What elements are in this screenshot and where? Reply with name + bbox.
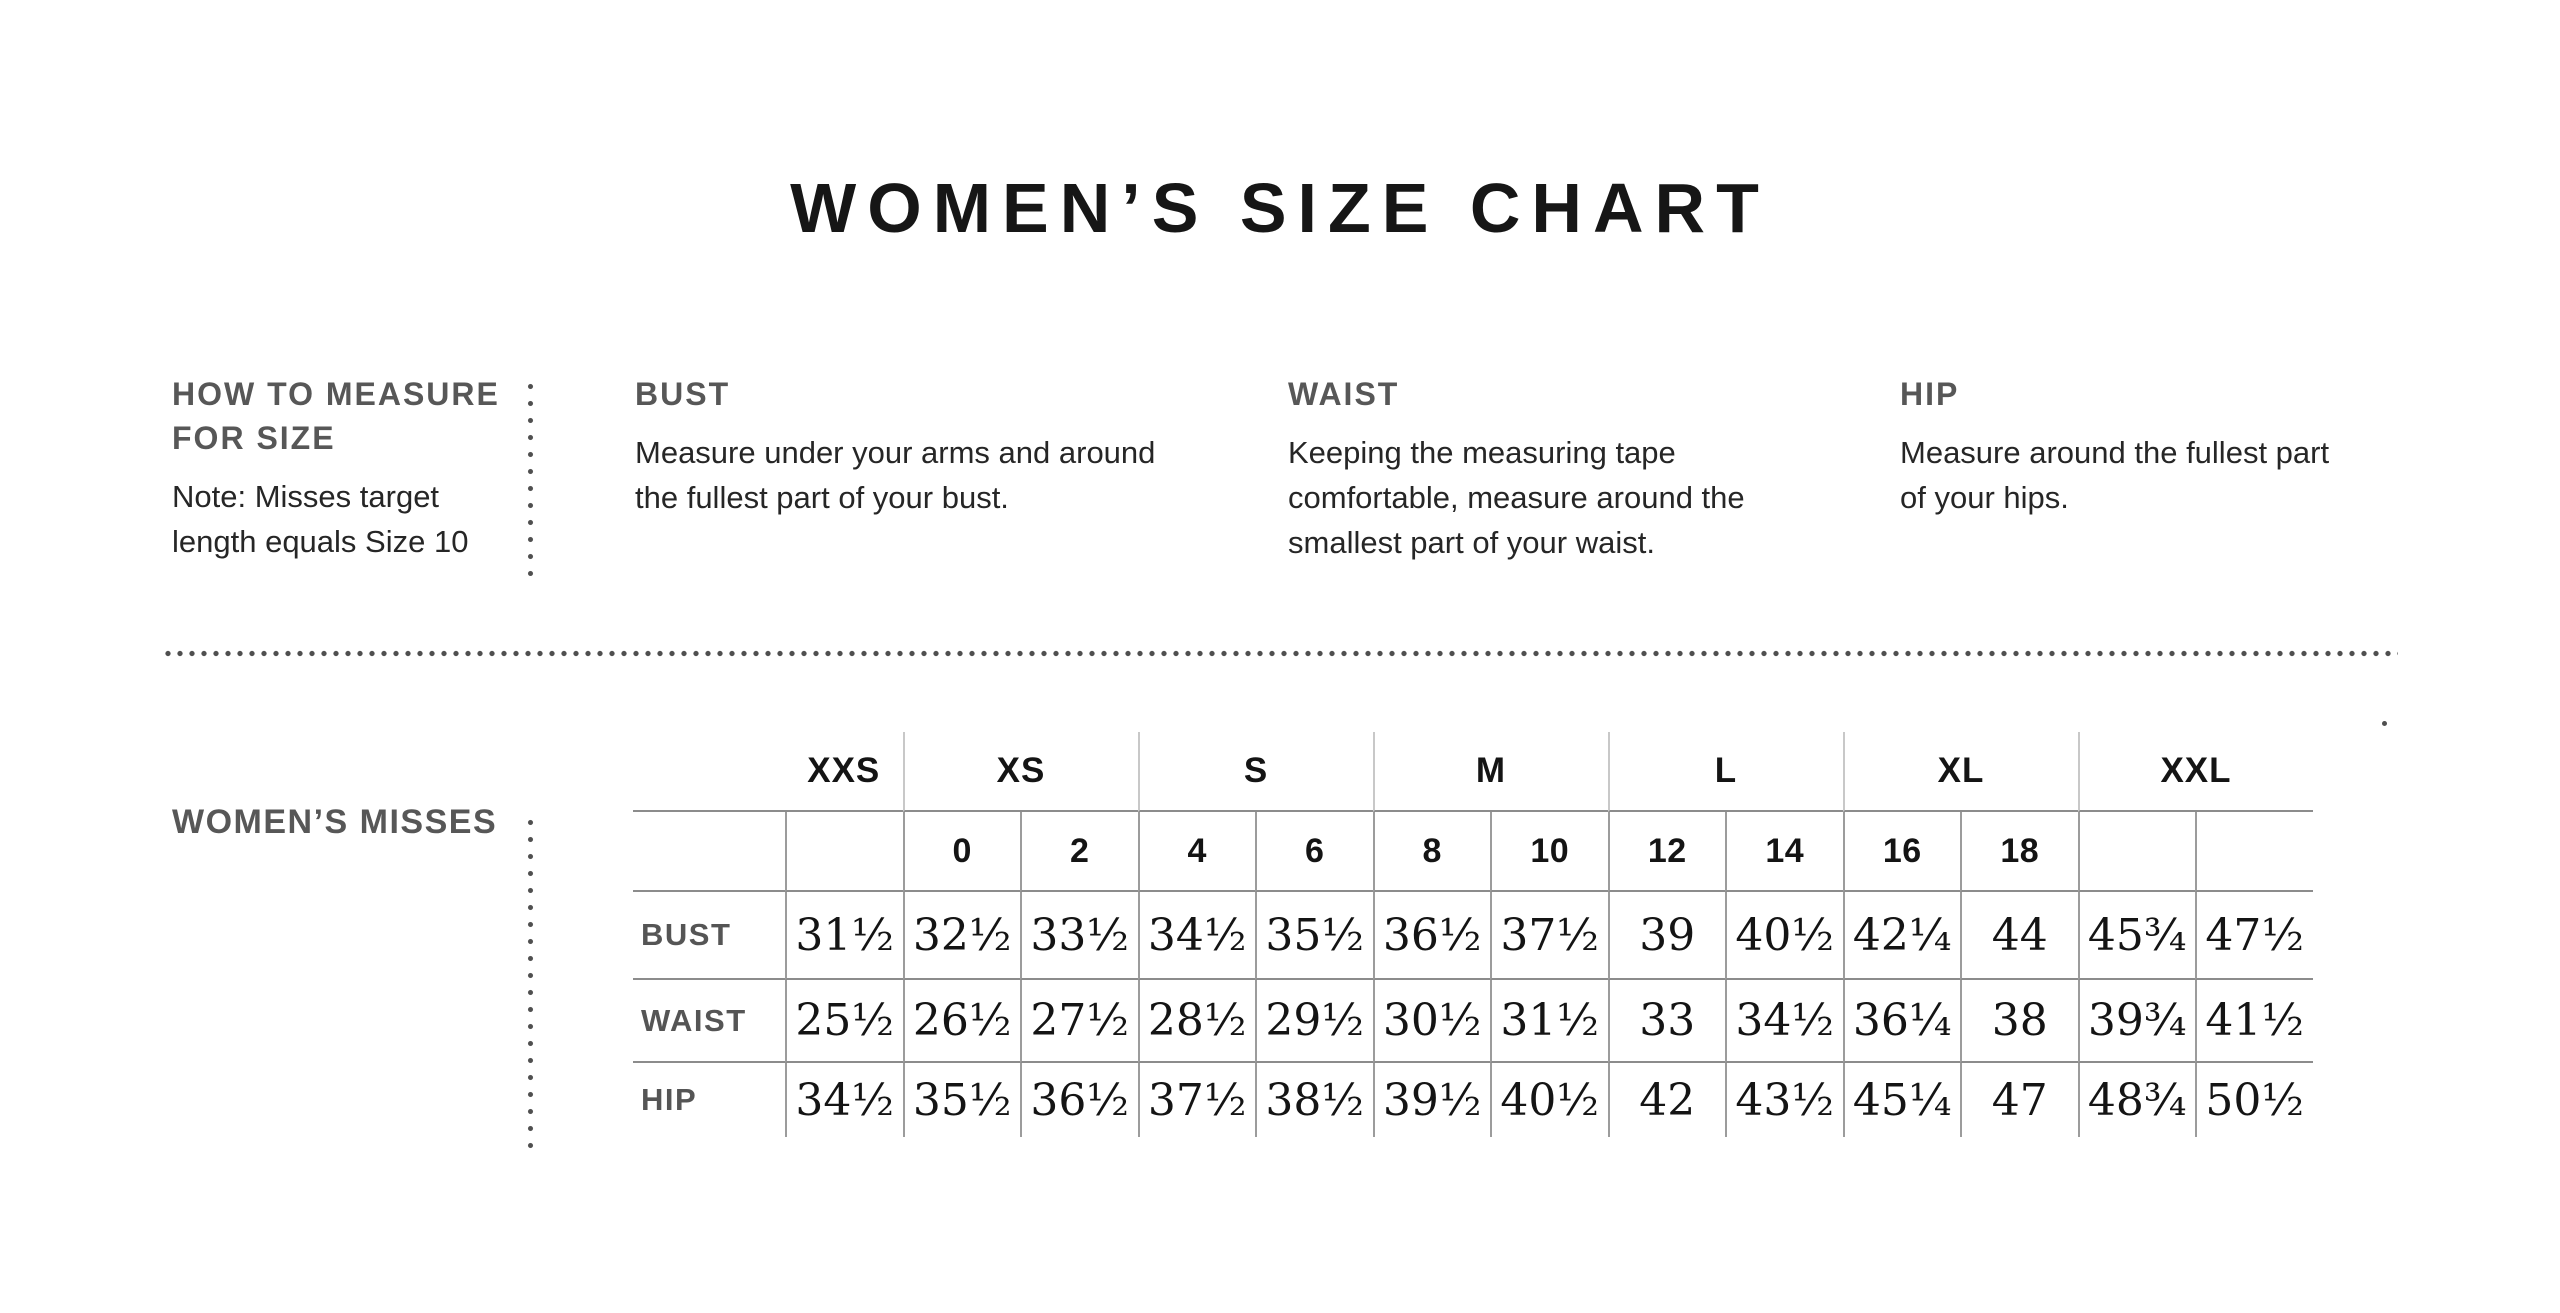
hip-value: 37½ bbox=[1137, 1063, 1256, 1137]
waist-value: 27½ bbox=[1020, 980, 1138, 1063]
waist-value: 26½ bbox=[902, 980, 1020, 1063]
numeric-size: 12 bbox=[1607, 812, 1725, 892]
size-group-spacer bbox=[633, 732, 785, 812]
bust-value: 42¼ bbox=[1842, 892, 1960, 980]
hip-value: 34½ bbox=[785, 1063, 903, 1137]
waist-guide-text: Keeping the measuring tape comfortable, … bbox=[1288, 435, 1745, 560]
size-table: XXS XS S M L XL XXL 0 2 4 6 8 10 12 14 1… bbox=[633, 732, 2313, 1137]
hip-value: 50½ bbox=[2195, 1063, 2313, 1137]
waist-value: 28½ bbox=[1137, 980, 1255, 1063]
hip-value: 38½ bbox=[1255, 1063, 1373, 1137]
numeric-size: 2 bbox=[1020, 812, 1138, 892]
hip-value: 40½ bbox=[1490, 1063, 1608, 1137]
hip-value: 35½ bbox=[902, 1063, 1021, 1137]
numeric-size: 4 bbox=[1137, 812, 1255, 892]
waist-value: 39¾ bbox=[2077, 980, 2195, 1063]
bust-guide-text: Measure under your arms and around the f… bbox=[635, 435, 1156, 515]
waist-value: 31½ bbox=[1490, 980, 1608, 1063]
vertical-dotted-divider-top bbox=[527, 378, 534, 576]
bust-guide-section: BUST Measure under your arms and around … bbox=[635, 372, 1255, 520]
hip-value: 42 bbox=[1607, 1063, 1726, 1137]
how-to-measure-note: Note: Misses target length equals Size 1… bbox=[172, 479, 469, 559]
bust-value: 35½ bbox=[1255, 892, 1373, 980]
hip-value: 43½ bbox=[1725, 1063, 1843, 1137]
size-group-s: S bbox=[1137, 732, 1373, 812]
numeric-size: 14 bbox=[1725, 812, 1843, 892]
size-group-xs: XS bbox=[902, 732, 1138, 812]
bust-value: 45¾ bbox=[2077, 892, 2195, 980]
bust-value: 36½ bbox=[1372, 892, 1490, 980]
hip-guide-heading: HIP bbox=[1900, 376, 1960, 412]
row-label-bust: BUST bbox=[633, 892, 785, 980]
numeric-size: 0 bbox=[902, 812, 1020, 892]
bust-value: 44 bbox=[1960, 892, 2078, 980]
numeric-size: 8 bbox=[1372, 812, 1490, 892]
numeric-size-spacer bbox=[633, 812, 785, 892]
bust-value: 40½ bbox=[1725, 892, 1843, 980]
bust-value: 32½ bbox=[902, 892, 1020, 980]
hip-value: 45¼ bbox=[1842, 1063, 1961, 1137]
waist-value: 30½ bbox=[1372, 980, 1490, 1063]
vertical-dotted-divider-bottom bbox=[527, 814, 534, 1156]
bust-value: 34½ bbox=[1137, 892, 1255, 980]
bust-value: 37½ bbox=[1490, 892, 1608, 980]
waist-value: 33 bbox=[1607, 980, 1725, 1063]
bust-value: 47½ bbox=[2195, 892, 2313, 980]
bust-value: 33½ bbox=[1020, 892, 1138, 980]
hip-value: 36½ bbox=[1020, 1063, 1138, 1137]
numeric-size: 18 bbox=[1960, 812, 2078, 892]
size-group-xxl: XXL bbox=[2077, 732, 2313, 812]
bust-value: 31½ bbox=[785, 892, 903, 980]
numeric-size bbox=[2077, 812, 2195, 892]
how-to-measure-section: HOW TO MEASURE FOR SIZE Note: Misses tar… bbox=[172, 372, 572, 564]
size-group-xl: XL bbox=[1842, 732, 2078, 812]
waist-value: 29½ bbox=[1255, 980, 1373, 1063]
how-to-measure-heading: HOW TO MEASURE FOR SIZE bbox=[172, 376, 500, 456]
hip-value: 39½ bbox=[1372, 1063, 1491, 1137]
row-label-waist: WAIST bbox=[633, 980, 785, 1063]
numeric-size bbox=[2195, 812, 2313, 892]
page-title: WOMEN’S SIZE CHART bbox=[790, 169, 1770, 247]
bust-value: 39 bbox=[1607, 892, 1725, 980]
row-label-hip: HIP bbox=[641, 1082, 698, 1117]
waist-value: 41½ bbox=[2195, 980, 2313, 1063]
numeric-size: 16 bbox=[1842, 812, 1960, 892]
size-group-l: L bbox=[1607, 732, 1843, 812]
hip-guide-section: HIP Measure around the fullest part of y… bbox=[1900, 372, 2520, 520]
waist-guide-section: WAIST Keeping the measuring tape comfort… bbox=[1288, 372, 1878, 565]
size-group-m: M bbox=[1372, 732, 1608, 812]
horizontal-dotted-divider bbox=[162, 650, 2398, 657]
numeric-size bbox=[785, 812, 903, 892]
waist-value: 36¼ bbox=[1842, 980, 1960, 1063]
hip-value: 48¾ bbox=[2077, 1063, 2196, 1137]
hip-guide-text: Measure around the fullest part of your … bbox=[1900, 435, 2330, 515]
size-group-xxs: XXS bbox=[785, 732, 903, 812]
waist-guide-heading: WAIST bbox=[1288, 376, 1400, 412]
bust-guide-heading: BUST bbox=[635, 376, 731, 412]
waist-value: 38 bbox=[1960, 980, 2078, 1063]
waist-value: 25½ bbox=[785, 980, 903, 1063]
numeric-size: 6 bbox=[1255, 812, 1373, 892]
decorative-dot bbox=[2382, 721, 2387, 726]
hip-value: 47 bbox=[1960, 1063, 2078, 1137]
numeric-size: 10 bbox=[1490, 812, 1608, 892]
section-label-womens-misses: WOMEN’S MISSES bbox=[172, 803, 498, 841]
waist-value: 34½ bbox=[1725, 980, 1843, 1063]
